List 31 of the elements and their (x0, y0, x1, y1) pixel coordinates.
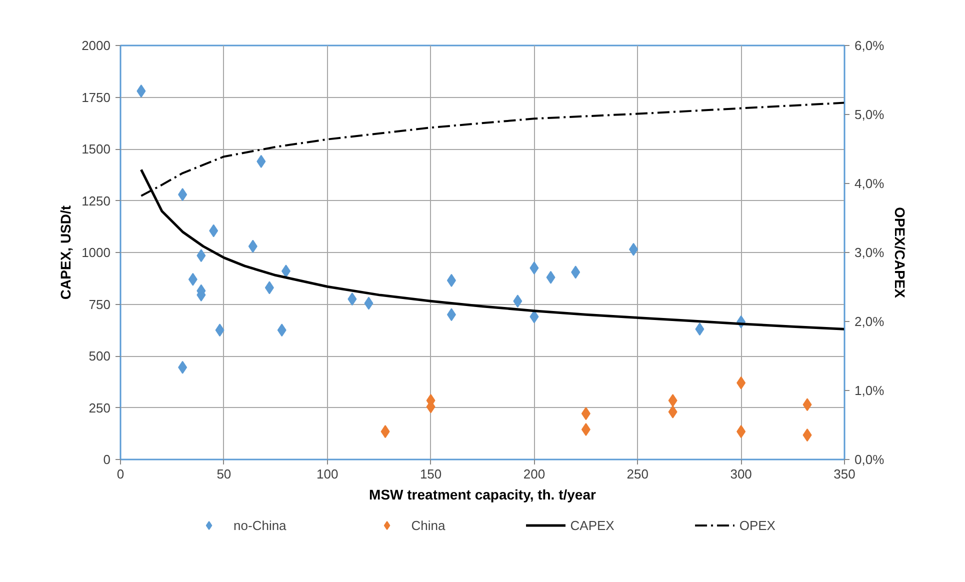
y-tick-label: 250 (88, 400, 111, 416)
x-tick-label: 300 (730, 466, 752, 482)
y2-tick-label: 2,0% (854, 314, 885, 329)
x-tick-label: 50 (216, 466, 232, 482)
y2-tick-label: 6,0% (854, 38, 885, 53)
y-tick-label: 0 (103, 452, 111, 467)
y2-tick-label: 4,0% (854, 176, 885, 191)
legend-label: China (411, 518, 446, 532)
x-tick-label: 0 (116, 466, 124, 482)
x-tick-label: 100 (316, 466, 338, 482)
y-tick-label: 500 (88, 348, 111, 364)
legend-label: CAPEX (570, 518, 614, 532)
y2-tick-label: 5,0% (854, 107, 885, 122)
y2-tick-label: 1,0% (854, 383, 885, 398)
y2-tick-label: 3,0% (854, 245, 885, 260)
y-tick-label: 1250 (82, 193, 110, 208)
y-tick-label: 1000 (82, 245, 110, 260)
legend-label: no-China (234, 518, 286, 532)
x-tick-label: 200 (523, 466, 546, 482)
y2-axis-title: OPEX/CAPEX (892, 206, 908, 299)
y2-tick-label: 0,0% (854, 452, 885, 467)
legend-label: OPEX (739, 518, 776, 532)
y-tick-label: 750 (88, 296, 111, 312)
x-axis-title: MSW treatment capacity, th. t/year (369, 486, 597, 502)
y-tick-label: 2000 (82, 38, 110, 53)
y-tick-label: 1500 (82, 142, 110, 156)
x-tick-label: 150 (420, 466, 442, 482)
x-tick-label: 250 (626, 466, 648, 482)
x-tick-label: 350 (834, 466, 856, 482)
y-axis-title: CAPEX, USD/t (58, 205, 74, 300)
y-tick-label: 1750 (82, 90, 110, 105)
